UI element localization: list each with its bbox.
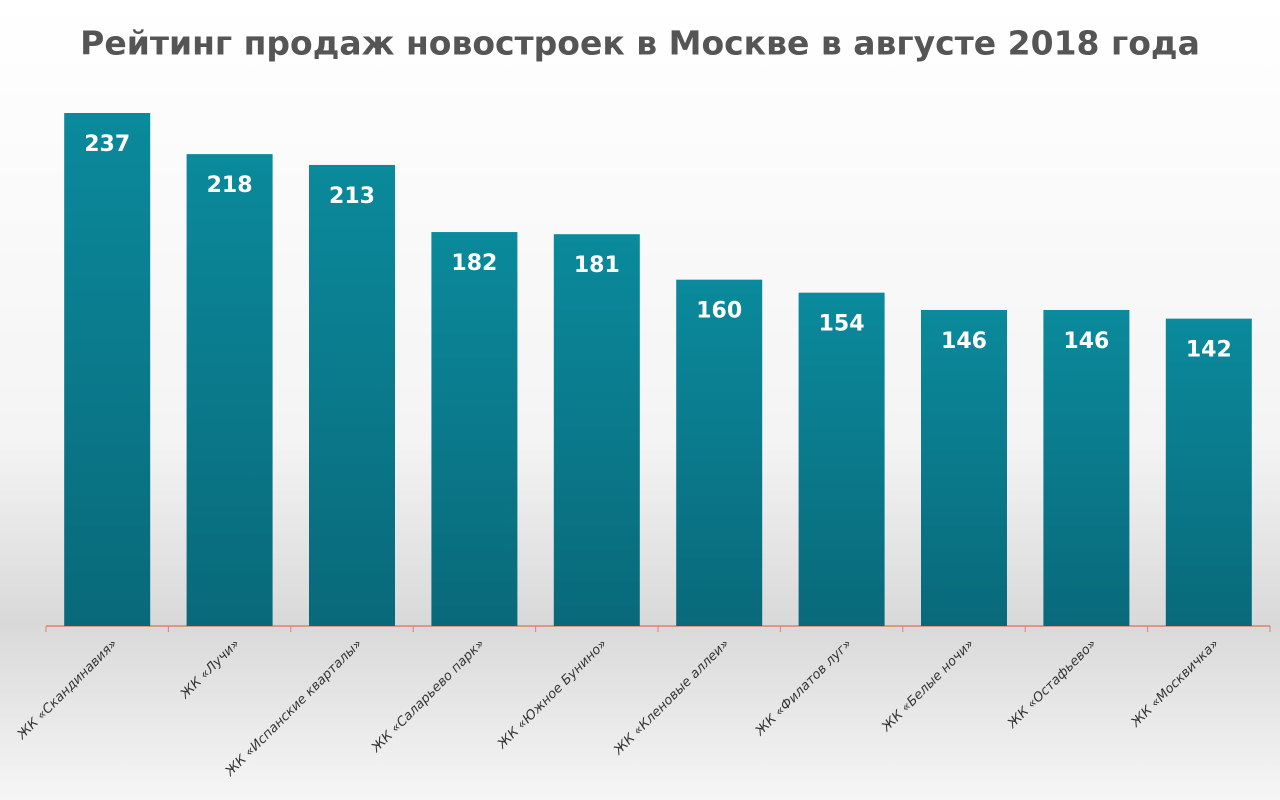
bar [553, 234, 640, 626]
bar [676, 279, 763, 626]
bar [1165, 318, 1252, 626]
bar [186, 154, 273, 626]
bar [64, 113, 151, 626]
value-label: 182 [451, 251, 497, 276]
bar [921, 309, 1007, 626]
bar [798, 292, 885, 626]
value-label: 160 [696, 299, 742, 324]
value-label: 237 [84, 132, 130, 157]
value-label: 142 [1186, 338, 1232, 363]
value-label: 181 [574, 253, 620, 278]
value-label: 146 [1063, 329, 1109, 354]
bar [1043, 309, 1130, 626]
bar [431, 232, 518, 626]
value-label: 146 [941, 329, 987, 354]
value-label: 218 [207, 173, 253, 198]
value-label: 154 [819, 312, 865, 337]
bar [309, 164, 395, 626]
chart-title: Рейтинг продаж новостроек в Москве в авг… [80, 24, 1200, 63]
value-label: 213 [329, 184, 375, 209]
